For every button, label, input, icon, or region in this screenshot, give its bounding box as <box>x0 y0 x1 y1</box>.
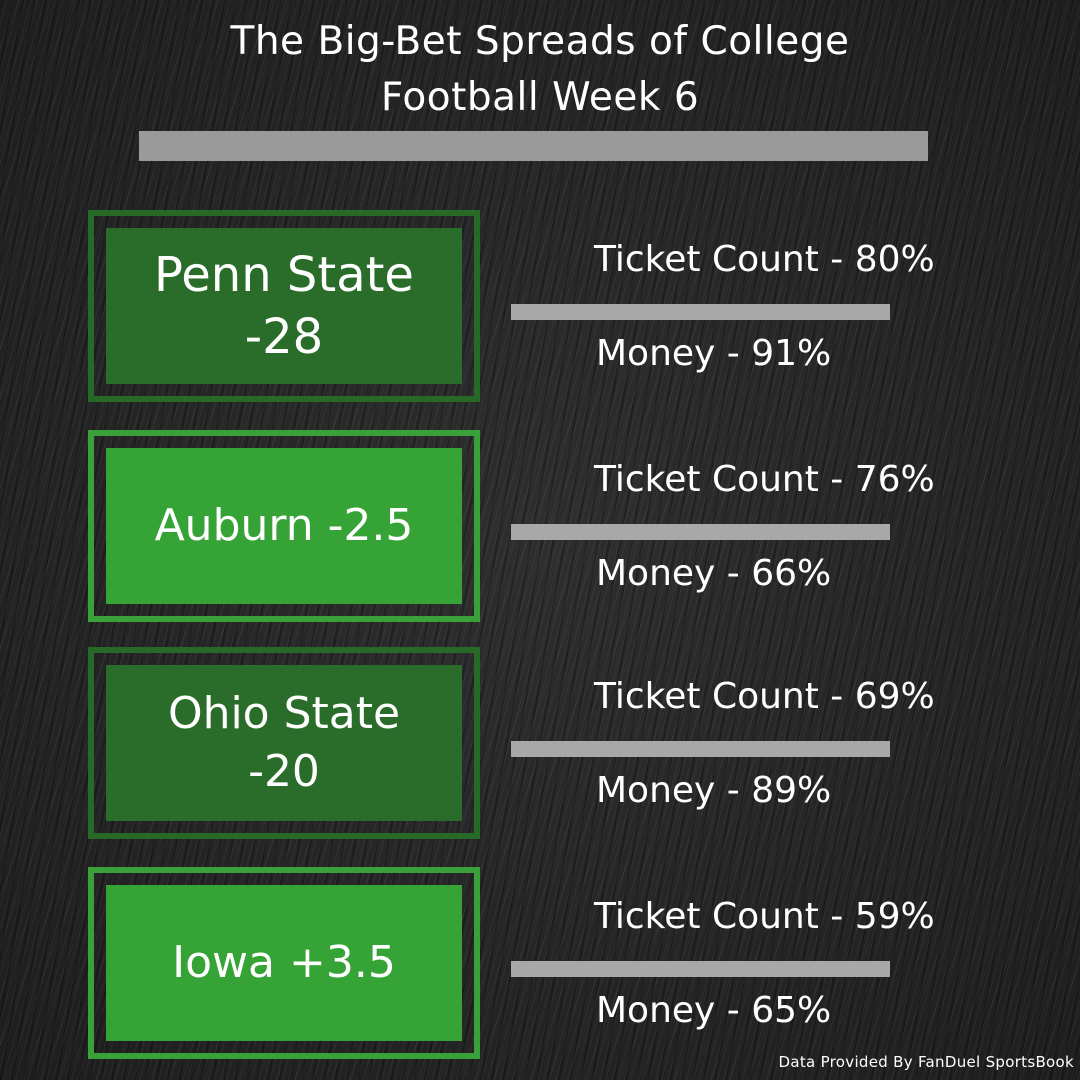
team-box-frame: Ohio State -20 <box>88 647 480 839</box>
pick-row-iowa: Iowa +3.5 Ticket Count - 59% Money - 65% <box>0 865 1080 1065</box>
ticket-count-text: Ticket Count - 69% <box>594 676 935 717</box>
title-line-2: Football Week 6 <box>380 75 700 120</box>
team-box-frame: Penn State -28 <box>88 210 480 402</box>
ticket-count-text: Ticket Count - 76% <box>594 459 935 500</box>
team-spread-label: Iowa +3.5 <box>172 937 396 988</box>
team-box: Auburn -2.5 <box>106 448 462 604</box>
team-box: Penn State -28 <box>106 228 462 384</box>
team-spread-label: Ohio State -20 <box>167 688 401 797</box>
pick-row-auburn: Auburn -2.5 Ticket Count - 76% Money - 6… <box>0 428 1080 628</box>
stat-divider <box>511 741 890 757</box>
stat-divider <box>511 524 890 540</box>
money-text: Money - 89% <box>596 770 832 811</box>
page-title: The Big-Bet Spreads of College Football … <box>140 14 940 126</box>
team-box-frame: Auburn -2.5 <box>88 430 480 622</box>
team-spread-label: Penn State -28 <box>154 247 414 365</box>
money-text: Money - 65% <box>596 990 832 1031</box>
ticket-count-text: Ticket Count - 59% <box>594 896 935 937</box>
ticket-count-text: Ticket Count - 80% <box>594 239 935 280</box>
pick-row-penn-state: Penn State -28 Ticket Count - 80% Money … <box>0 208 1080 408</box>
title-divider <box>139 131 928 161</box>
data-source-credit: Data Provided By FanDuel SportsBook <box>778 1053 1074 1071</box>
team-box-frame: Iowa +3.5 <box>88 867 480 1059</box>
team-box: Ohio State -20 <box>106 665 462 821</box>
title-line-1: The Big-Bet Spreads of College <box>230 19 850 64</box>
money-text: Money - 91% <box>596 333 832 374</box>
team-box: Iowa +3.5 <box>106 885 462 1041</box>
pick-row-ohio-state: Ohio State -20 Ticket Count - 69% Money … <box>0 645 1080 845</box>
stat-divider <box>511 304 890 320</box>
money-text: Money - 66% <box>596 553 832 594</box>
team-spread-label: Auburn -2.5 <box>154 500 414 551</box>
stat-divider <box>511 961 890 977</box>
